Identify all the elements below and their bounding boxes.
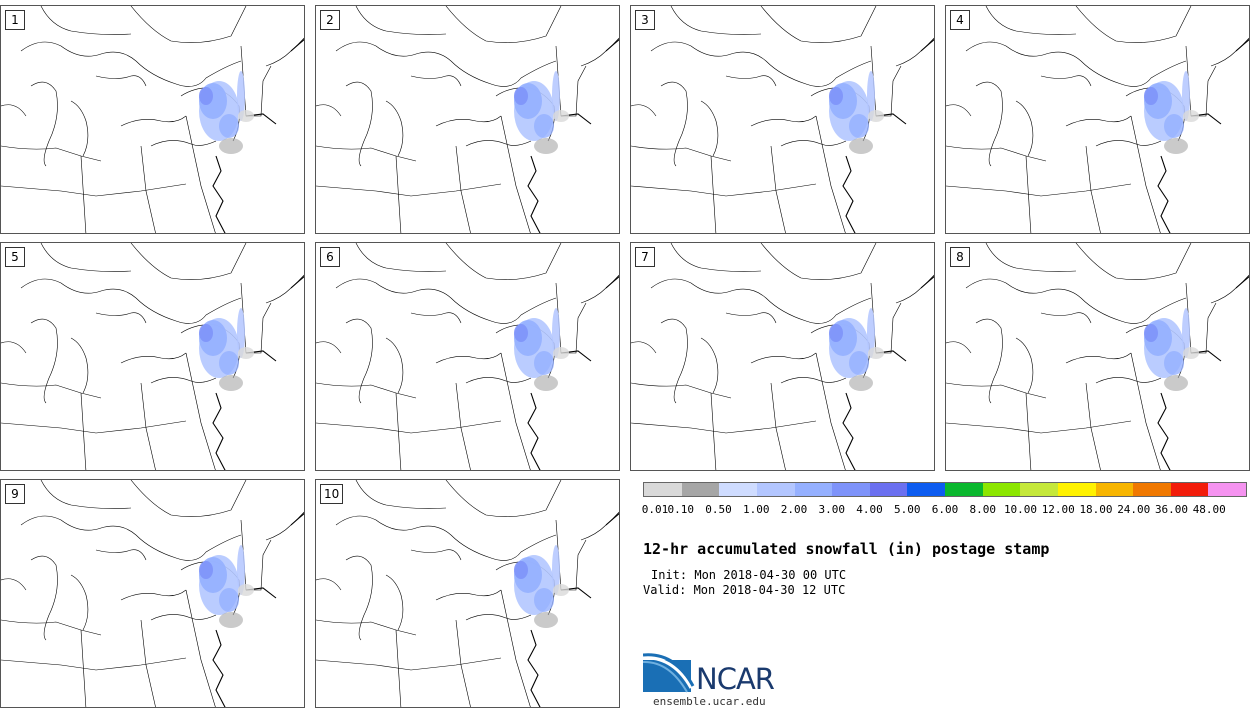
colorbar-segment — [1020, 483, 1058, 496]
colorbar-segment — [794, 483, 833, 496]
colorbar-tick-label: 12.00 — [1041, 503, 1075, 516]
colorbar-segment — [681, 483, 720, 496]
colorbar-tick-label: 3.00 — [818, 503, 846, 516]
snowfall-colorbar — [643, 482, 1247, 497]
init-time: Init: Mon 2018-04-30 00 UTC — [651, 568, 847, 582]
postage-stamp-panel: 3 — [630, 5, 935, 234]
colorbar-segment — [1057, 483, 1096, 496]
snowfall-map — [1, 243, 304, 470]
member-number-label: 7 — [635, 247, 655, 267]
colorbar-tick-label: 4.00 — [856, 503, 883, 516]
colorbar-tick-label: 8.00 — [969, 503, 997, 516]
postage-stamp-panel: 5 — [0, 242, 305, 471]
member-number-label: 6 — [320, 247, 340, 267]
snowfall-map — [316, 480, 619, 707]
member-number-label: 10 — [320, 484, 344, 504]
member-number-label: 4 — [950, 10, 970, 30]
snowfall-map — [1, 6, 304, 233]
colorbar-segment — [756, 483, 795, 496]
snowfall-map — [316, 6, 619, 233]
colorbar-tick-label: 2.00 — [780, 503, 808, 516]
colorbar-segment — [1170, 483, 1209, 496]
member-number-label: 2 — [320, 10, 340, 30]
valid-time: Valid: Mon 2018-04-30 12 UTC — [643, 583, 846, 597]
member-number-label: 8 — [950, 247, 970, 267]
colorbar-segment — [869, 483, 908, 496]
colorbar-tick-label: 5.00 — [894, 503, 921, 516]
snowfall-map — [631, 243, 934, 470]
postage-stamp-panel: 7 — [630, 242, 935, 471]
colorbar-segment — [982, 483, 1021, 496]
colorbar-segment — [719, 483, 757, 496]
colorbar-segment — [945, 483, 983, 496]
snowfall-map — [316, 243, 619, 470]
colorbar-tick-label: 36.00 — [1154, 503, 1189, 516]
member-number-label: 9 — [5, 484, 25, 504]
colorbar-tick-label: 0.10 — [667, 503, 695, 516]
ncar-logo-text: NCAR — [696, 662, 775, 696]
member-number-label: 1 — [5, 10, 25, 30]
colorbar-segment — [1208, 483, 1246, 496]
member-number-label: 5 — [5, 247, 25, 267]
postage-stamp-panel: 9 — [0, 479, 305, 708]
colorbar-tick-label: 18.00 — [1079, 503, 1113, 516]
colorbar-segment — [832, 483, 870, 496]
site-url: ensemble.ucar.edu — [653, 695, 766, 708]
colorbar-tick-labels: 0.01 0.10 0.50 1.00 2.00 3.00 4.00 5.00 6.00 8.00… — [641, 503, 1247, 517]
postage-stamp-panel: 10 — [315, 479, 620, 708]
snowfall-map — [946, 243, 1249, 470]
ncar-logo-icon — [643, 653, 695, 693]
postage-stamp-panel: 2 — [315, 5, 620, 234]
colorbar-tick-label: 1.00 — [743, 503, 770, 516]
postage-stamp-panel: 1 — [0, 5, 305, 234]
snowfall-map — [1, 480, 304, 707]
colorbar-tick-label: 6.00 — [931, 503, 959, 516]
colorbar-tick-label: 10.00 — [1003, 503, 1038, 516]
snowfall-map — [946, 6, 1249, 233]
colorbar-tick-label: 0.01 — [641, 503, 669, 516]
colorbar-segment — [644, 483, 682, 496]
colorbar-segment — [907, 483, 945, 496]
colorbar-tick-label: 48.00 — [1192, 503, 1226, 516]
colorbar-tick-label: 0.50 — [705, 503, 732, 516]
chart-title: 12-hr accumulated snowfall (in) postage … — [643, 540, 1050, 558]
postage-stamp-panel: 4 — [945, 5, 1250, 234]
postage-stamp-panel: 8 — [945, 242, 1250, 471]
colorbar-segment — [1133, 483, 1171, 496]
postage-stamp-panel: 6 — [315, 242, 620, 471]
member-number-label: 3 — [635, 10, 655, 30]
snowfall-map — [631, 6, 934, 233]
colorbar-segment — [1095, 483, 1134, 496]
colorbar-tick-label: 24.00 — [1117, 503, 1151, 516]
